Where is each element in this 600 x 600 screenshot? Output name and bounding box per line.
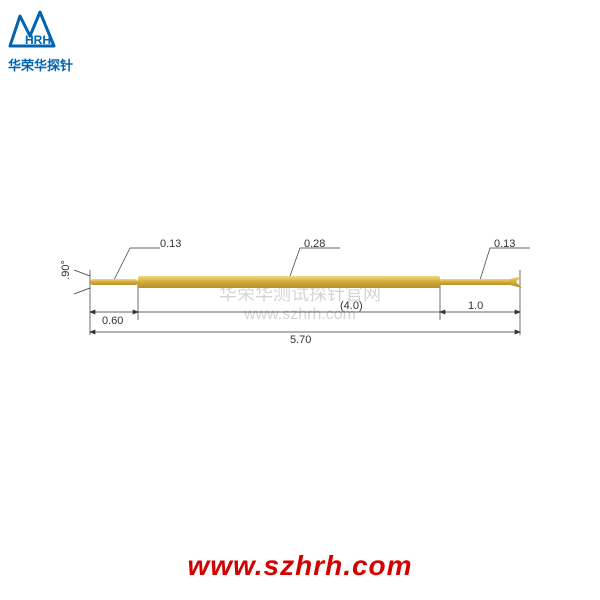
dim-len-tip-right: 1.0 <box>468 300 483 312</box>
probe-diagram: 0.13 0.28 0.13 .90° 0.60 (4.0) 1.0 5.70 <box>60 220 540 360</box>
logo-initials: HRH <box>25 33 51 47</box>
footer-url: www.szhrh.com <box>0 550 600 582</box>
company-logo: HRH 华荣华探针 <box>8 8 98 76</box>
probe-shape <box>90 276 522 288</box>
dim-len-body-ref: (4.0) <box>340 300 363 312</box>
logo-icon: HRH <box>8 8 68 48</box>
dim-tip-left-dia: 0.13 <box>160 238 181 250</box>
logo-text-cn: 华荣华探针 <box>8 55 98 74</box>
dim-len-tip-left: 0.60 <box>102 315 123 327</box>
dim-len-overall: 5.70 <box>290 334 311 346</box>
dim-tip-right-dia: 0.13 <box>494 238 515 250</box>
dim-body-dia: 0.28 <box>304 238 325 250</box>
dim-angle: .90° <box>60 260 72 280</box>
